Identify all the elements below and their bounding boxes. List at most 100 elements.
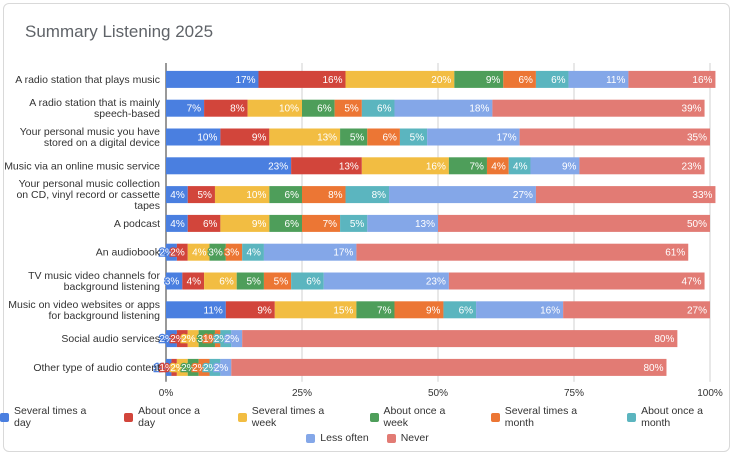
bar-segment <box>302 214 341 232</box>
data-label: 18% <box>469 104 489 115</box>
bar-segment <box>166 70 259 88</box>
data-label: 16% <box>692 75 712 86</box>
x-tick-label: 0% <box>159 388 174 399</box>
data-label: 2% <box>181 363 196 374</box>
data-label: 2% <box>159 334 174 345</box>
data-label: 6% <box>551 75 566 86</box>
bar-segment <box>443 301 477 319</box>
bar-segment <box>302 99 335 117</box>
legend-swatch <box>369 412 379 422</box>
legend-label: Several times a week <box>251 405 325 429</box>
bar-segment <box>263 272 292 290</box>
bar-segment <box>535 186 716 204</box>
bar-segment <box>356 301 395 319</box>
data-label: 13% <box>415 219 435 230</box>
legend-label: Several times a month <box>504 405 578 429</box>
bar-segment <box>176 358 188 376</box>
legend-item: Several times a month <box>490 405 609 429</box>
data-label: 3% <box>198 334 213 345</box>
bar-segment <box>231 358 667 376</box>
data-label: 80% <box>643 363 663 374</box>
data-label: 5% <box>350 133 365 144</box>
data-label: 2% <box>159 248 174 259</box>
bar-segment <box>166 243 177 261</box>
category-label: Other type of audio content <box>33 362 160 374</box>
data-label: 4% <box>187 277 202 288</box>
legend-swatch <box>0 412 9 422</box>
bar-segment <box>187 243 210 261</box>
data-label: 2% <box>170 363 185 374</box>
category-label: Your personal music collection <box>19 178 161 190</box>
bar-segment <box>367 214 438 232</box>
data-label: 16% <box>426 161 446 172</box>
bar-segment <box>198 330 215 348</box>
legend-swatch <box>124 412 134 422</box>
data-label: 1% <box>159 363 174 374</box>
legend-swatch <box>237 412 247 422</box>
data-label: 6% <box>306 277 321 288</box>
bar-segment <box>166 157 292 175</box>
bar-segment <box>204 272 237 290</box>
bar-segment <box>258 70 346 88</box>
data-label: 17% <box>497 133 517 144</box>
bar-segment <box>225 243 243 261</box>
data-label: 27% <box>687 305 707 316</box>
category-label: Social audio services <box>61 333 160 345</box>
bar-segment <box>263 243 357 261</box>
data-label: 5% <box>344 104 359 115</box>
data-label: 9% <box>252 219 267 230</box>
bar-segment <box>166 214 188 232</box>
data-label: 15% <box>333 305 353 316</box>
bar-segment <box>220 214 270 232</box>
bar-segment <box>166 128 221 146</box>
data-label: 3% <box>165 277 180 288</box>
bar-segment <box>187 358 199 376</box>
data-label: 10% <box>279 104 299 115</box>
bar-segment <box>394 301 444 319</box>
data-label: 13% <box>339 161 359 172</box>
bar-segment <box>166 358 172 376</box>
data-label: 9% <box>257 305 272 316</box>
category-label: tapes <box>134 200 160 212</box>
x-tick-label: 75% <box>564 388 584 399</box>
bar-segment <box>334 99 362 117</box>
data-label: 9% <box>426 305 441 316</box>
data-label: 33% <box>692 190 712 201</box>
bar-segment <box>204 99 248 117</box>
data-label: 4% <box>170 219 185 230</box>
legend-label: Less often <box>320 432 369 444</box>
data-label: 9% <box>562 161 577 172</box>
bar-segment <box>486 157 509 175</box>
category-label: speech-based <box>94 108 160 120</box>
data-label: 4% <box>246 248 261 259</box>
category-label: Music on video websites or apps <box>8 299 160 311</box>
category-label: A radio station that is mainly <box>29 97 160 109</box>
bar-segment <box>535 70 569 88</box>
bar-segment <box>389 186 536 204</box>
bar-segment <box>302 186 346 204</box>
bar-segment <box>231 330 243 348</box>
bar-segment <box>166 330 177 348</box>
x-tick-label: 25% <box>292 388 312 399</box>
bar-segment <box>448 157 487 175</box>
bar-segment <box>399 128 428 146</box>
bar-segment <box>340 128 368 146</box>
legend-label: About once a week <box>383 405 446 429</box>
legend-item: Never <box>386 432 429 444</box>
data-label: 11% <box>204 305 223 316</box>
bar-segment <box>291 157 362 175</box>
data-label: 5% <box>198 190 213 201</box>
legend-item: Less often <box>306 432 369 444</box>
data-label: 6% <box>317 104 332 115</box>
data-label: 6% <box>285 190 300 201</box>
data-label: 17% <box>333 248 353 259</box>
data-label: 9% <box>486 75 501 86</box>
data-label: 23% <box>682 161 702 172</box>
x-tick-label: 50% <box>428 388 448 399</box>
data-label: 4% <box>170 190 185 201</box>
chart-title: Summary Listening 2025 <box>25 22 214 41</box>
chart-legend: Several times a day About once a day Sever… <box>0 405 735 447</box>
bar-segment <box>176 330 188 348</box>
data-label: 7% <box>377 305 392 316</box>
x-tick-label: 100% <box>697 388 723 399</box>
